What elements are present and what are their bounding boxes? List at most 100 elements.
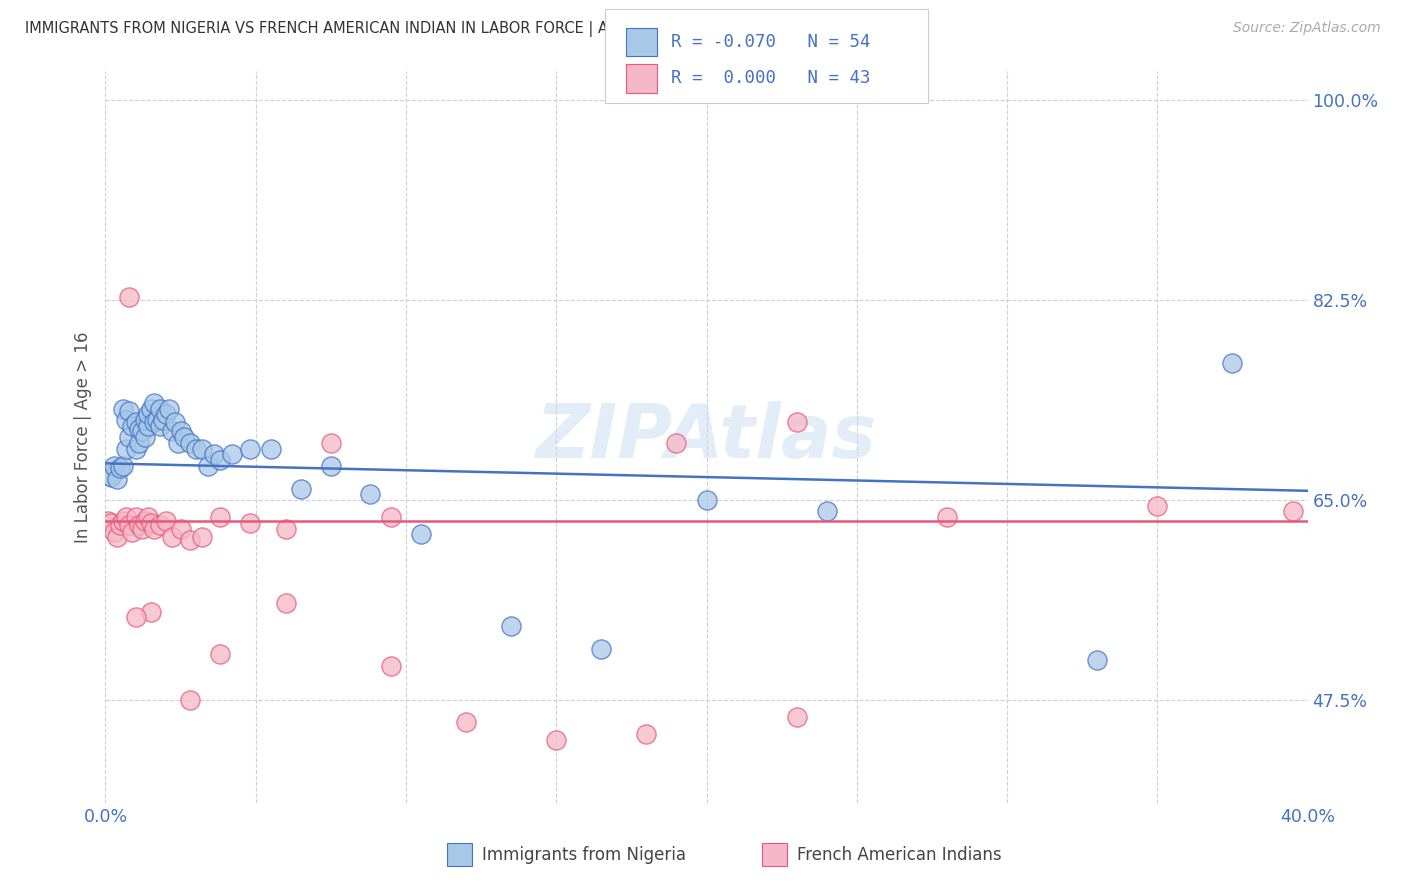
Y-axis label: In Labor Force | Age > 16: In Labor Force | Age > 16 [73,331,91,543]
Point [319,458,342,473]
Point [636,727,658,741]
Point [97,467,120,482]
Point [131,521,153,535]
Point [197,458,219,473]
Point [145,413,167,427]
Point [124,510,146,524]
Point [124,415,146,429]
Point [97,514,120,528]
Point [591,641,613,656]
Point [546,733,568,747]
Point [815,504,838,518]
Point [142,415,165,429]
Point [112,401,135,416]
Point [134,514,156,528]
Point [173,430,195,444]
Point [134,430,156,444]
Point [454,714,477,729]
Point [239,516,262,530]
Text: French American Indians: French American Indians [797,846,1002,863]
Point [184,442,207,456]
Point [290,482,312,496]
Point [152,413,174,427]
Point [136,407,159,421]
Point [696,492,718,507]
Point [107,529,129,543]
Point [208,647,231,661]
Point [107,472,129,486]
Point [110,518,132,533]
Point [163,415,186,429]
Text: R = -0.070   N = 54: R = -0.070 N = 54 [671,33,870,51]
Point [134,413,156,427]
Point [1222,356,1244,370]
Point [139,516,162,530]
Text: R =  0.000   N = 43: R = 0.000 N = 43 [671,70,870,87]
Text: IMMIGRANTS FROM NIGERIA VS FRENCH AMERICAN INDIAN IN LABOR FORCE | AGE > 16 CORR: IMMIGRANTS FROM NIGERIA VS FRENCH AMERIC… [25,21,831,37]
Point [319,435,342,450]
Point [179,533,201,547]
Point [160,529,183,543]
Point [179,693,201,707]
Point [239,442,262,456]
Point [124,442,146,456]
Point [118,289,141,303]
Point [112,458,135,473]
Point [786,710,808,724]
Point [1281,504,1303,518]
Point [157,401,180,416]
Point [665,435,688,450]
Point [501,618,523,632]
Point [148,418,170,433]
Point [139,401,162,416]
Point [274,596,297,610]
Point [131,425,153,439]
Point [139,605,162,619]
Point [179,435,201,450]
Point [155,514,177,528]
Point [155,407,177,421]
Point [190,529,212,543]
Text: Source: ZipAtlas.com: Source: ZipAtlas.com [1233,21,1381,35]
Point [103,524,125,539]
Point [221,447,243,461]
Point [118,404,141,418]
Point [100,470,122,484]
Point [380,658,402,673]
Point [202,447,225,461]
Point [115,510,138,524]
Text: Immigrants from Nigeria: Immigrants from Nigeria [482,846,686,863]
Point [1085,653,1108,667]
Point [121,418,143,433]
Point [208,453,231,467]
Point [160,425,183,439]
Point [274,521,297,535]
Point [115,413,138,427]
Point [142,521,165,535]
Point [128,518,150,533]
Text: ZIPAtlas: ZIPAtlas [536,401,877,474]
Point [118,518,141,533]
Point [359,487,381,501]
Point [190,442,212,456]
Point [136,418,159,433]
Point [103,458,125,473]
Point [124,609,146,624]
Point [110,461,132,475]
Point [112,514,135,528]
Point [786,415,808,429]
Point [148,401,170,416]
Point [380,510,402,524]
Point [128,422,150,436]
Point [936,510,959,524]
Point [208,510,231,524]
Point [115,442,138,456]
Point [169,425,191,439]
Point [142,396,165,410]
Point [148,518,170,533]
Point [136,510,159,524]
Point [1146,499,1168,513]
Point [118,430,141,444]
Point [121,524,143,539]
Point [169,521,191,535]
